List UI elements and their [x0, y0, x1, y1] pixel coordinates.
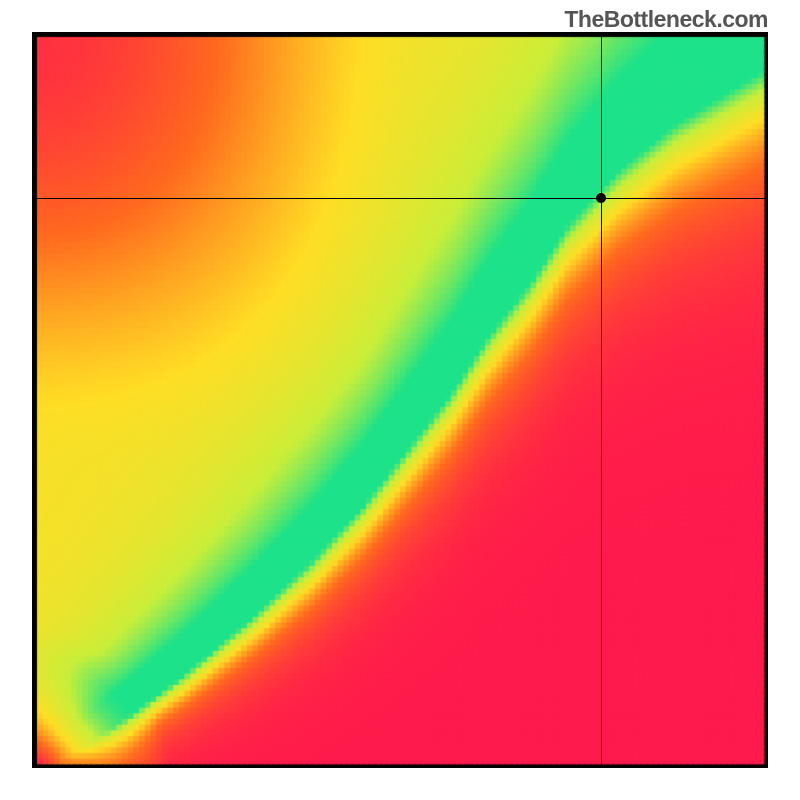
heatmap-plot [32, 32, 768, 768]
figure-container: TheBottleneck.com [0, 0, 800, 800]
crosshair-vertical [601, 32, 602, 768]
crosshair-marker [596, 193, 606, 203]
heatmap-canvas [32, 32, 768, 768]
crosshair-horizontal [32, 198, 768, 199]
watermark-text: TheBottleneck.com [564, 6, 768, 33]
